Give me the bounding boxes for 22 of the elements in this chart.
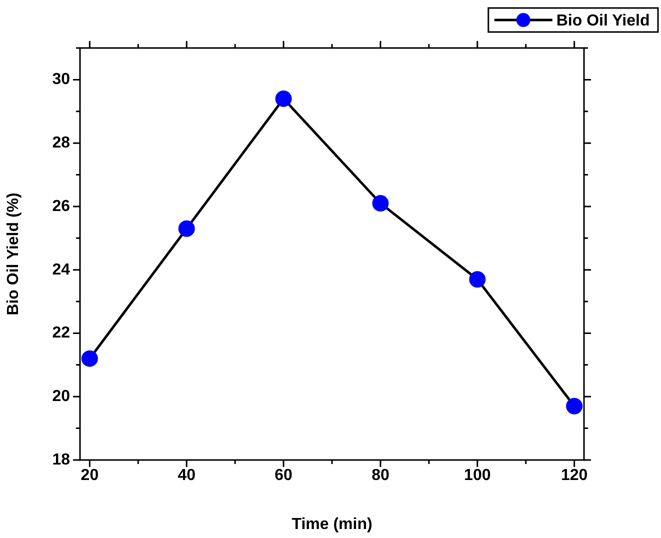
x-tick-label: 20 — [80, 467, 99, 484]
x-tick-label: 40 — [178, 467, 196, 484]
x-tick-label: 100 — [464, 467, 491, 484]
point — [178, 220, 195, 237]
x-tick-label: 60 — [274, 467, 293, 484]
x-tick-label: 80 — [372, 467, 390, 484]
x-axis-title: Time (min) — [292, 516, 372, 533]
point — [469, 271, 486, 288]
y-axis-title: Bio Oil Yield (%) — [5, 192, 22, 316]
y-tick-label: 28 — [52, 134, 70, 152]
y-tick-label: 30 — [52, 71, 70, 88]
point — [372, 195, 389, 212]
y-tick-label: 24 — [52, 261, 70, 278]
point — [566, 398, 583, 414]
y-tick-label: 18 — [52, 451, 70, 468]
legend-label: Bio Oil Yield — [556, 12, 650, 30]
y-tick-label: 20 — [52, 388, 70, 406]
point — [81, 350, 98, 367]
y-tick-label: 22 — [52, 324, 70, 342]
y-tick-label: 26 — [52, 198, 70, 215]
x-tick-label: 120 — [560, 467, 588, 484]
point — [275, 90, 292, 107]
